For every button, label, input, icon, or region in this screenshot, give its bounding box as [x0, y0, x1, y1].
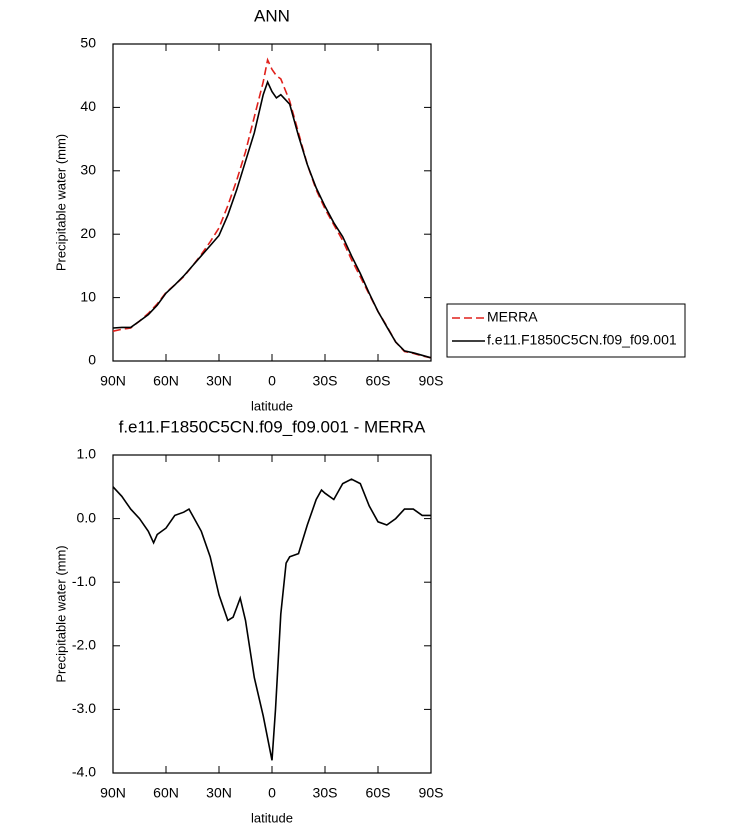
y-tick-label: 0.0 — [77, 509, 97, 525]
legend-box — [446, 303, 686, 358]
x-tick-label: 60S — [366, 785, 391, 801]
y-tick-label: 30 — [80, 162, 96, 178]
x-tick-label: 60S — [366, 373, 391, 389]
chart-title: f.e11.F1850C5CN.f09_f09.001 - MERRA — [119, 417, 426, 436]
x-tick-label: 90S — [419, 373, 444, 389]
x-tick-label: 90S — [419, 785, 444, 801]
x-axis-label: latitude — [251, 398, 293, 413]
x-tick-label: 90N — [100, 785, 126, 801]
x-tick-label: 30S — [313, 785, 338, 801]
y-axis-label: Precipitable water (mm) — [53, 134, 68, 271]
legend-label: MERRA — [487, 309, 538, 325]
data-line — [112, 478, 431, 761]
data-line — [112, 57, 432, 359]
x-tick-label: 0 — [268, 373, 276, 389]
data-line — [112, 79, 432, 359]
y-tick-label: 10 — [80, 288, 96, 304]
chart-title: ANN — [254, 6, 290, 25]
plot-frame — [112, 454, 432, 774]
x-tick-label: 0 — [268, 785, 276, 801]
y-axis-label: Precipitable water (mm) — [53, 545, 68, 682]
y-tick-label: 40 — [80, 98, 96, 114]
y-tick-label: 1.0 — [77, 446, 97, 462]
x-axis-label: latitude — [251, 810, 293, 825]
x-tick-label: 30N — [206, 785, 232, 801]
x-tick-label: 90N — [100, 373, 126, 389]
y-tick-label: -1.0 — [72, 573, 96, 589]
y-tick-label: -2.0 — [72, 637, 96, 653]
x-tick-label: 30S — [313, 373, 338, 389]
y-tick-label: -3.0 — [72, 700, 96, 716]
x-tick-label: 30N — [206, 373, 232, 389]
x-tick-label: 60N — [153, 785, 179, 801]
y-tick-label: 50 — [80, 35, 96, 51]
legend-label: f.e11.F1850C5CN.f09_f09.001 — [487, 332, 677, 348]
x-tick-label: 60N — [153, 373, 179, 389]
y-tick-label: -4.0 — [72, 764, 96, 780]
y-tick-label: 20 — [80, 225, 96, 241]
y-tick-label: 0 — [88, 352, 96, 368]
